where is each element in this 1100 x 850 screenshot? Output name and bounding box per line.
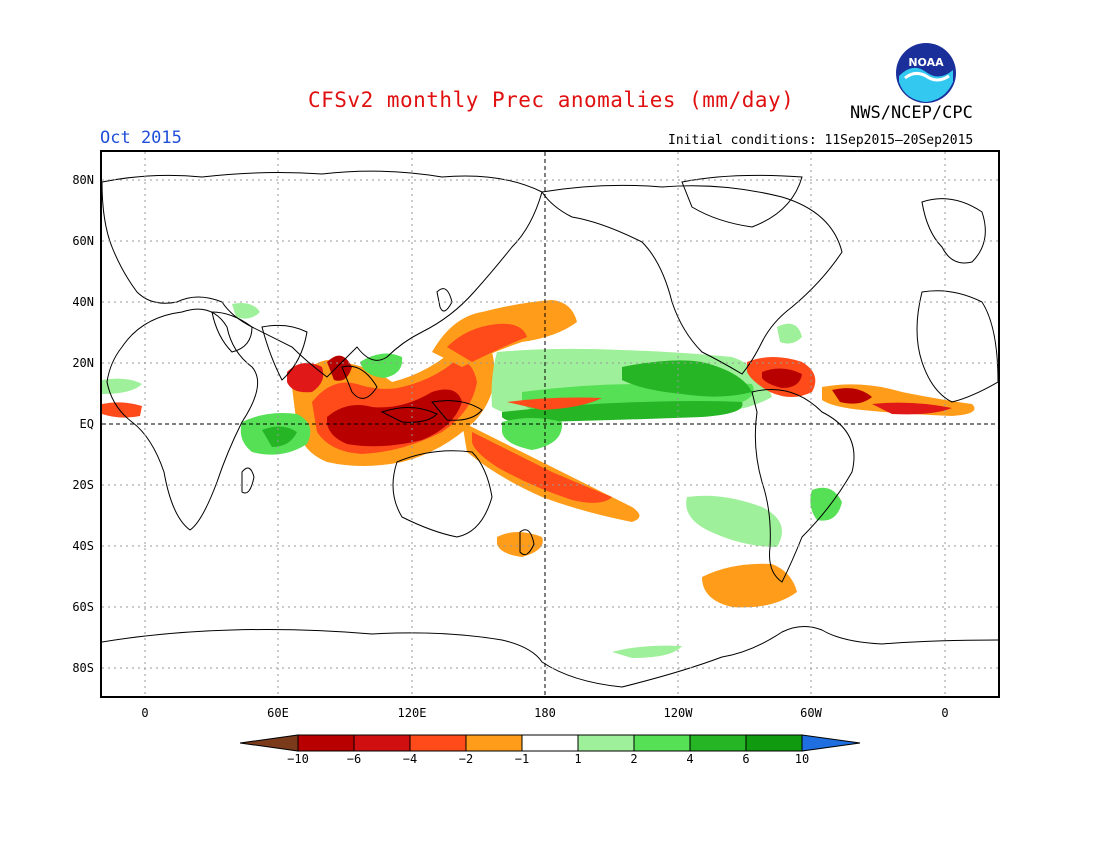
anomaly-red-region — [872, 402, 952, 415]
lon-label-60e: 60E — [267, 706, 289, 720]
anomaly-green-region — [102, 378, 142, 394]
lat-label-eq: EQ — [79, 417, 94, 431]
lat-label-80s: 80S — [72, 661, 94, 675]
anomaly-green-region — [232, 303, 260, 319]
anomaly-red-region — [287, 363, 324, 393]
lon-label-180: 180 — [534, 706, 556, 720]
coastlines — [102, 170, 998, 688]
anomaly-red-region — [507, 397, 602, 410]
anomaly-orange-region — [702, 563, 797, 608]
lat-label-60n: 60N — [72, 234, 94, 248]
precip-anomaly-map — [100, 150, 1000, 698]
anomaly-green-region — [810, 487, 842, 521]
lat-label-40s: 40S — [72, 539, 94, 553]
colorbar-swatch — [577, 734, 635, 752]
lat-label-60s: 60S — [72, 600, 94, 614]
chart-title: CFSv2 monthly Prec anomalies (mm/day) — [308, 88, 795, 112]
colorbar-tick-label: −2 — [458, 752, 474, 766]
anomaly-red-region — [832, 388, 872, 404]
noaa-logo: NOAA — [896, 43, 956, 103]
colorbar-swatch — [633, 734, 691, 752]
colorbar-tick-label: −4 — [402, 752, 418, 766]
colorbar-swatch — [521, 734, 579, 752]
map-canvas — [102, 152, 998, 696]
initial-conditions: Initial conditions: 11Sep2015—20Sep2015 — [668, 133, 974, 148]
colorbar-tick-label: 6 — [742, 752, 750, 766]
colorbar-right-arrow — [801, 734, 861, 752]
agency-label: NWS/NCEP/CPC — [850, 103, 973, 123]
anomaly-orange-region — [102, 402, 142, 418]
lat-label-20n: 20N — [72, 356, 94, 370]
colorbar-swatch — [465, 734, 523, 752]
colorbar-tick-label: −6 — [346, 752, 362, 766]
lat-label-20s: 20S — [72, 478, 94, 492]
equator-and-dateline — [102, 152, 998, 696]
colorbar-swatch — [297, 734, 355, 752]
anomaly-shading — [102, 300, 975, 658]
forecast-month: Oct 2015 — [100, 128, 182, 148]
anomaly-darkred-region — [762, 368, 802, 388]
colorbar-swatch — [745, 734, 803, 752]
colorbar-tick-label: 10 — [794, 752, 810, 766]
colorbar-tick-label: 4 — [686, 752, 694, 766]
anomaly-red-region — [447, 323, 527, 362]
lon-label-120w: 120W — [663, 706, 693, 720]
lon-label-0: 0 — [141, 706, 149, 720]
colorbar-tick-label: 2 — [630, 752, 638, 766]
anomaly-green-region — [777, 323, 802, 344]
colorbar-left-arrow — [240, 734, 299, 752]
colorbar — [240, 734, 861, 752]
lon-label-60w: 60W — [800, 706, 822, 720]
colorbar-swatch — [353, 734, 411, 752]
colorbar-tick-label: −1 — [514, 752, 530, 766]
noaa-logo-text: NOAA — [908, 56, 944, 69]
anomaly-green-region — [622, 360, 752, 397]
anomaly-green-region — [612, 645, 682, 658]
anomaly-green-region — [502, 418, 563, 450]
colorbar-swatch — [689, 734, 747, 752]
lon-label-120e: 120E — [397, 706, 427, 720]
colorbar-tick-label: −10 — [287, 752, 309, 766]
anomaly-green-region — [686, 495, 782, 547]
colorbar-tick-label: 1 — [574, 752, 582, 766]
lat-label-80n: 80N — [72, 173, 94, 187]
anomaly-red-region — [327, 355, 352, 381]
lat-label-40n: 40N — [72, 295, 94, 309]
anomaly-green-region — [360, 353, 403, 378]
lon-label-0-east: 0 — [941, 706, 949, 720]
anomaly-green-region — [262, 426, 297, 447]
colorbar-swatch — [409, 734, 467, 752]
